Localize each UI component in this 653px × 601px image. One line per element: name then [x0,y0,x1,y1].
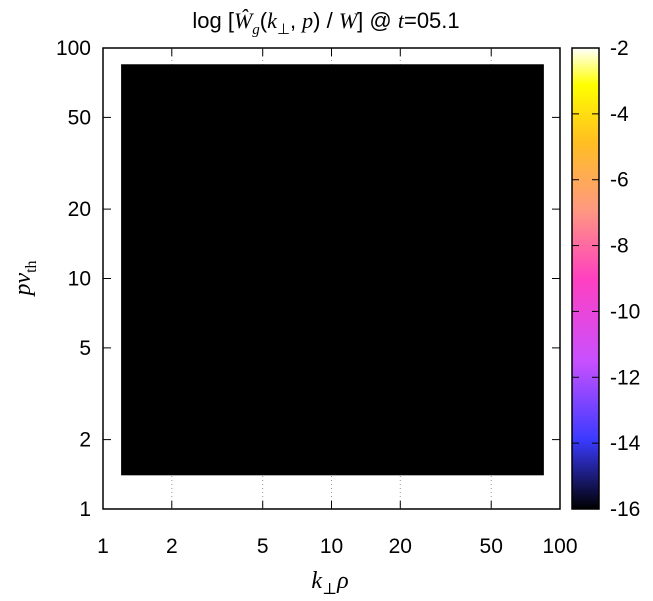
y-axis-label: pvth [10,260,40,297]
y-tick-label: 5 [79,337,91,360]
x-axis-label: k⊥ρ [311,568,348,598]
colorbar-tick-label: -12 [610,366,640,389]
y-ticks: 1 2 5 10 20 50 100 [56,37,560,521]
colorbar [571,47,600,510]
x-tick-label: 50 [480,535,503,558]
y-tick-label: 2 [79,429,91,452]
colorbar-tick-label: -6 [610,169,629,192]
colorbar-tick-label: -14 [610,432,641,455]
chart-title: log [Ŵg(k⊥, p) / W] @ t=05.1 [192,8,459,38]
x-tick-label: 5 [257,535,269,558]
x-tick-label: 2 [166,535,178,558]
x-tick-label: 10 [320,535,343,558]
colorbar-tick-label: -2 [610,37,629,60]
x-ticks: 1 2 5 10 20 50 100 [97,48,578,558]
heatmap-field [121,64,544,476]
colorbar-tick-label: -16 [610,498,640,521]
colorbar-tick-label: -4 [610,103,629,126]
colorbar-tick-label: -8 [610,235,629,258]
y-tick-label: 1 [79,498,91,521]
y-tick-label: 100 [56,37,91,60]
y-tick-label: 10 [68,268,91,291]
y-tick-label: 50 [68,106,91,129]
colorbar-tick-label: -10 [610,300,640,323]
x-tick-label: 1 [97,535,109,558]
colorbar-ticks: -2 -4 -6 -8 -10 -12 -14 -16 [572,37,641,521]
x-tick-label: 100 [542,535,577,558]
x-tick-label: 20 [389,535,412,558]
y-tick-label: 20 [68,198,91,221]
